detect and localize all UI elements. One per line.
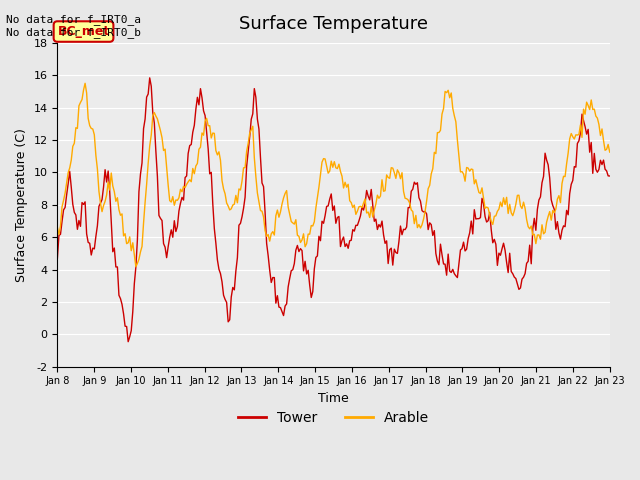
Arable xyxy=(606,149,614,155)
Title: Surface Temperature: Surface Temperature xyxy=(239,15,428,33)
Arable xyxy=(81,81,89,86)
Arable xyxy=(54,225,61,230)
Tower xyxy=(124,339,132,345)
Line: Arable: Arable xyxy=(58,84,610,267)
Tower xyxy=(121,324,129,329)
Tower xyxy=(578,111,586,117)
Text: No data for f_IRT0_a
No data for f_IRT0_b: No data for f_IRT0_a No data for f_IRT0_… xyxy=(6,14,141,38)
X-axis label: Time: Time xyxy=(318,392,349,405)
Tower xyxy=(298,248,306,253)
Tower xyxy=(606,173,614,179)
Legend: Tower, Arable: Tower, Arable xyxy=(232,406,435,431)
Tower xyxy=(54,255,61,261)
Line: Tower: Tower xyxy=(58,78,610,342)
Arable xyxy=(298,237,306,243)
Text: BC_met: BC_met xyxy=(58,25,109,38)
Y-axis label: Surface Temperature (C): Surface Temperature (C) xyxy=(15,128,28,282)
Arable xyxy=(249,123,257,129)
Arable xyxy=(240,165,248,171)
Arable xyxy=(132,264,140,270)
Arable xyxy=(221,191,229,197)
Tower xyxy=(146,75,154,81)
Arable xyxy=(578,134,586,140)
Tower xyxy=(240,205,248,211)
Arable xyxy=(123,241,131,247)
Tower xyxy=(221,297,229,302)
Tower xyxy=(249,111,257,117)
